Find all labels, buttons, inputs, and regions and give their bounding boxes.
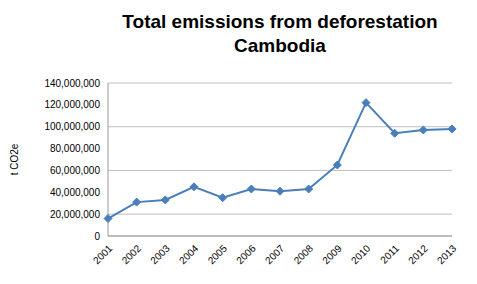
svg-text:2002: 2002: [120, 242, 144, 266]
svg-text:60,000,000: 60,000,000: [50, 165, 100, 176]
svg-text:20,000,000: 20,000,000: [50, 209, 100, 220]
svg-text:2011: 2011: [378, 242, 401, 265]
svg-text:2003: 2003: [148, 242, 172, 266]
svg-text:2001: 2001: [91, 242, 115, 266]
html-text:Cambodia: Cambodia: [234, 35, 326, 56]
svg-text:2013: 2013: [435, 242, 459, 266]
svg-text:140,000,000: 140,000,000: [44, 78, 100, 89]
svg-text:2006: 2006: [234, 242, 258, 266]
svg-text:2008: 2008: [292, 242, 316, 266]
html-text:Total emissions from deforesta: Total emissions from deforestation: [122, 11, 438, 32]
svg-text:2012: 2012: [406, 242, 430, 266]
svg-text:0: 0: [94, 231, 100, 242]
svg-text:2009: 2009: [320, 242, 344, 266]
svg-text:t CO2e: t CO2e: [9, 143, 20, 175]
svg-text:2005: 2005: [206, 242, 230, 266]
svg-text:100,000,000: 100,000,000: [44, 121, 100, 132]
svg-text:120,000,000: 120,000,000: [44, 99, 100, 110]
svg-text:80,000,000: 80,000,000: [50, 143, 100, 154]
svg-text:40,000,000: 40,000,000: [50, 187, 100, 198]
svg-text:2010: 2010: [349, 242, 373, 266]
svg-text:2004: 2004: [177, 242, 201, 266]
svg-text:2007: 2007: [263, 242, 287, 266]
